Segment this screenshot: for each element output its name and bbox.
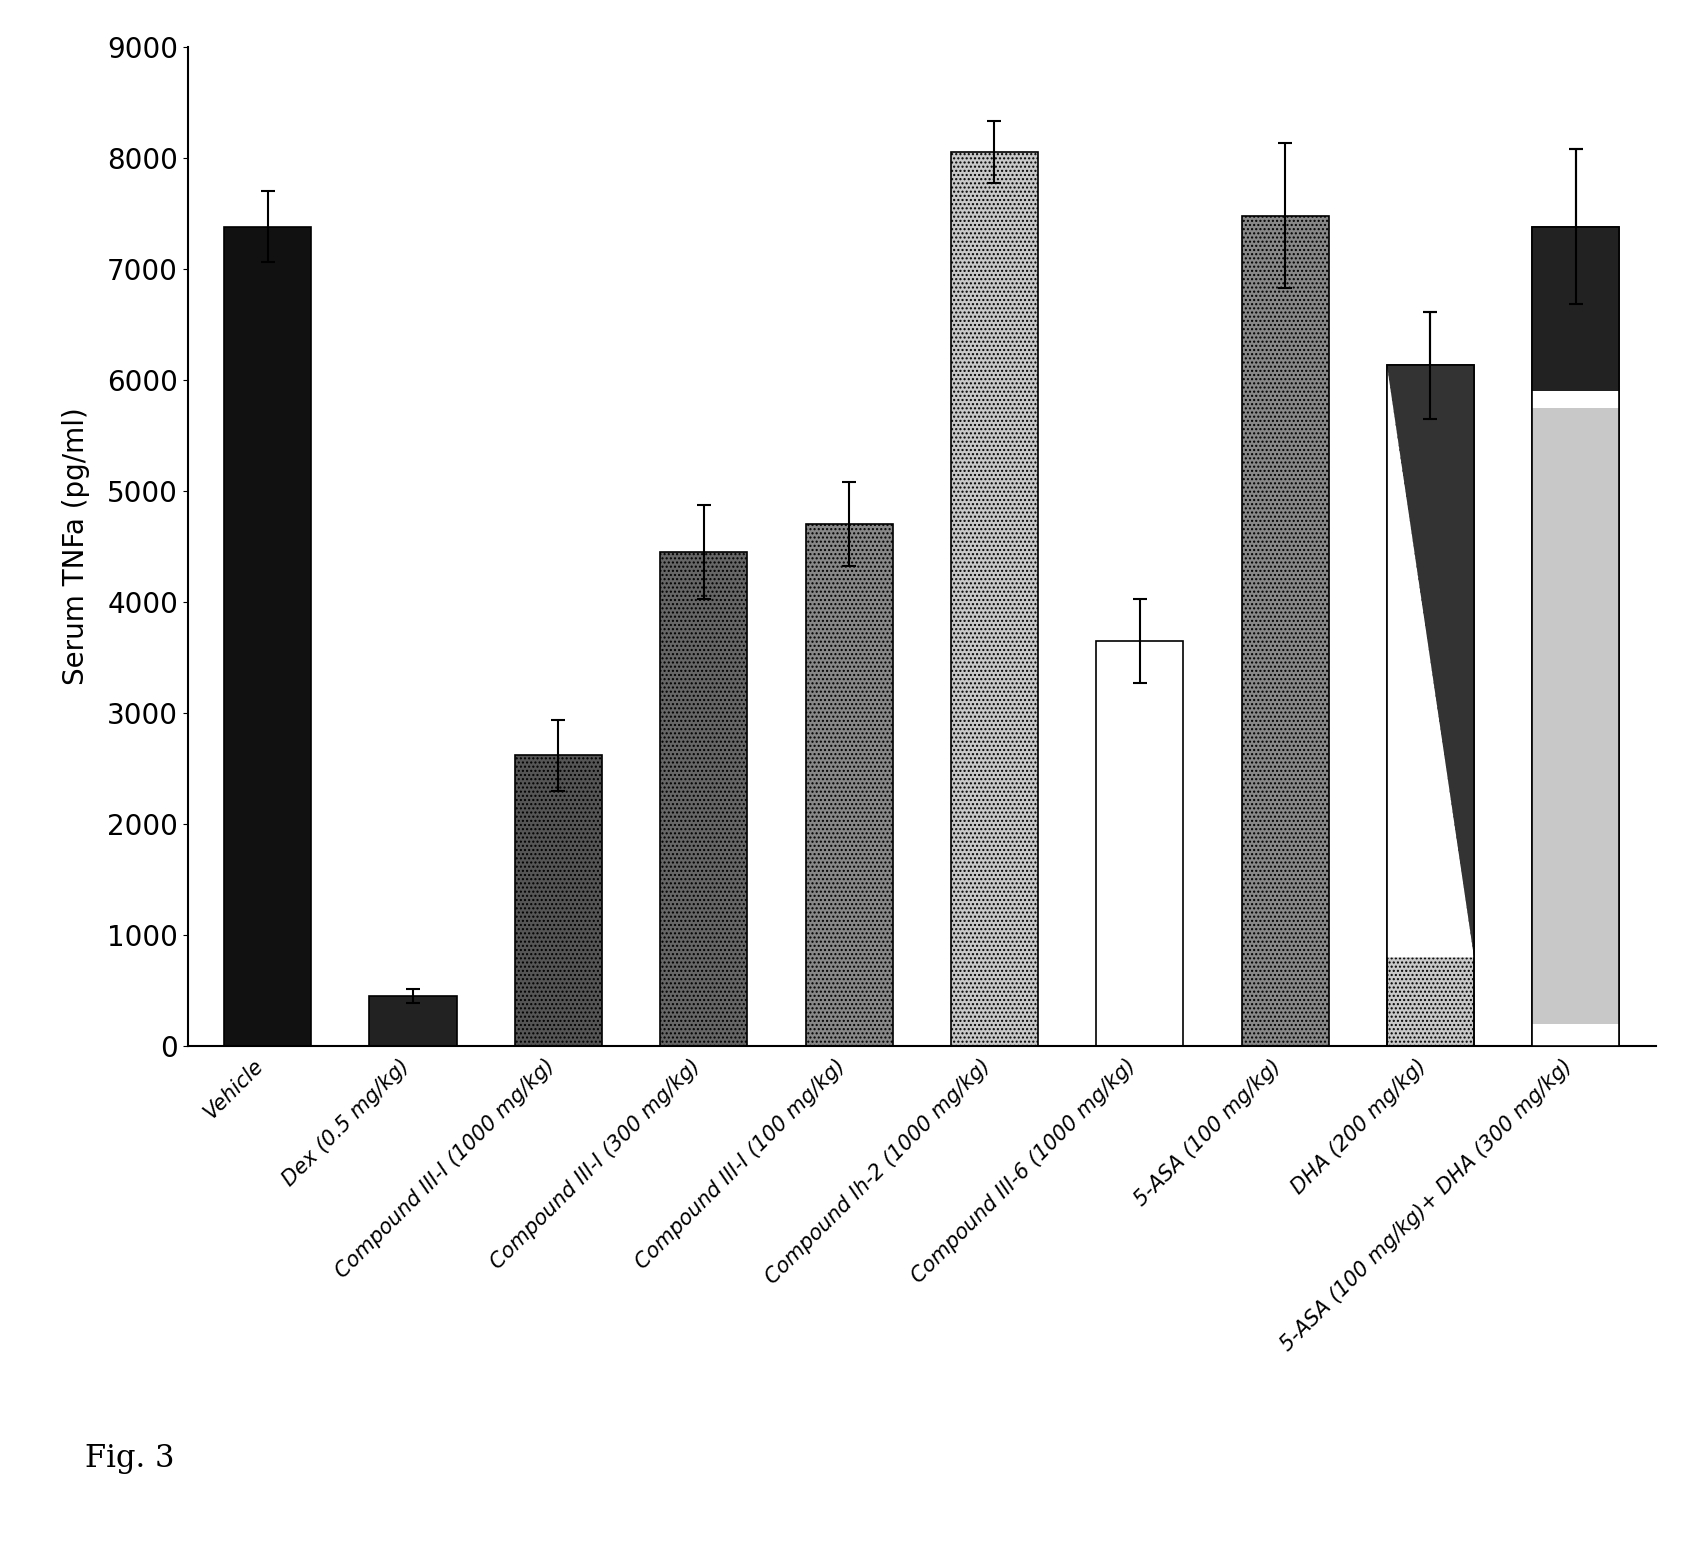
Bar: [661, 553, 748, 1046]
Bar: [1241, 215, 1328, 1046]
Y-axis label: Serum TNFa (pg/ml): Serum TNFa (pg/ml): [63, 407, 90, 685]
Bar: [369, 996, 457, 1046]
Bar: [1533, 226, 1620, 390]
Bar: [224, 226, 311, 1046]
Bar: [1533, 1024, 1620, 1046]
Bar: [1533, 226, 1620, 390]
Text: Fig. 3: Fig. 3: [85, 1444, 174, 1474]
Bar: [516, 756, 603, 1046]
Polygon shape: [1386, 365, 1475, 957]
Bar: [1533, 390, 1620, 407]
Bar: [1096, 640, 1183, 1046]
Polygon shape: [1386, 365, 1475, 957]
Bar: [1386, 365, 1475, 1046]
Bar: [1386, 365, 1475, 1046]
Bar: [1533, 226, 1620, 1046]
Bar: [806, 524, 893, 1046]
Bar: [951, 153, 1038, 1046]
Bar: [1533, 226, 1620, 1046]
Bar: [1533, 407, 1620, 1024]
